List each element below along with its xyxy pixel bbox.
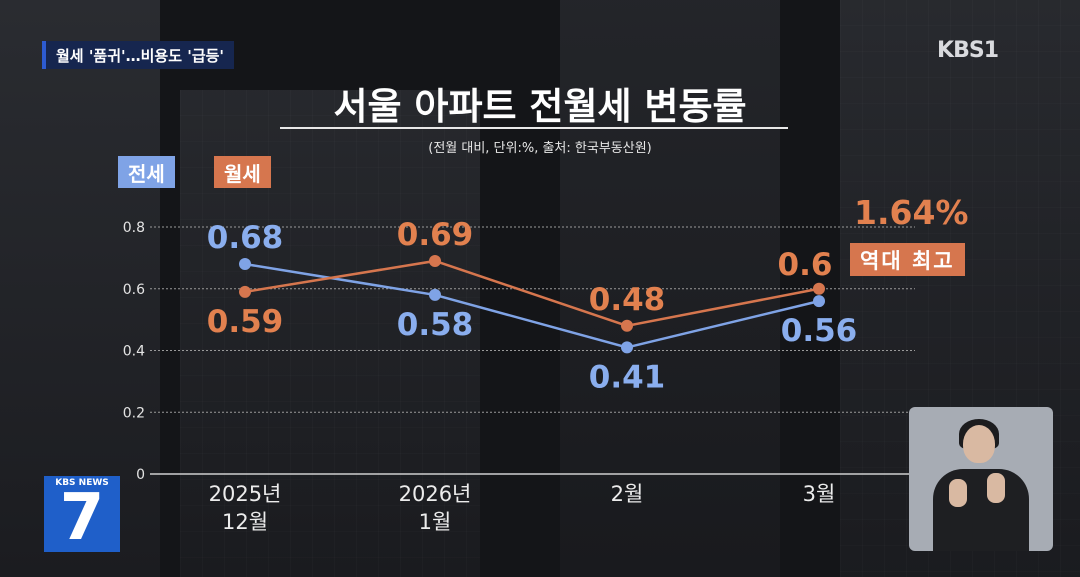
data-label-wolse: 0.48 bbox=[589, 282, 666, 318]
data-point-jeonse bbox=[813, 295, 825, 308]
channel-number: 1 bbox=[983, 38, 999, 63]
x-tick-label: 3월 bbox=[803, 482, 836, 506]
y-tick-label: 0.8 bbox=[123, 220, 145, 236]
legend-jeonse: 전세 bbox=[118, 156, 175, 188]
x-tick-label: 1월 bbox=[419, 510, 452, 534]
data-point-wolse bbox=[239, 285, 251, 298]
x-tick-label: 2025년 bbox=[209, 482, 282, 506]
y-tick-label: 0.6 bbox=[123, 282, 145, 298]
news-headline: 월세 '품귀'…비용도 '급등' bbox=[56, 46, 225, 65]
data-point-jeonse bbox=[239, 258, 251, 271]
news-logo-number: 7 bbox=[59, 481, 105, 555]
data-point-wolse bbox=[813, 282, 825, 295]
sign-language-interpreter bbox=[909, 407, 1053, 551]
data-point-jeonse bbox=[621, 341, 633, 354]
x-tick-label: 2월 bbox=[611, 482, 644, 506]
data-point-wolse bbox=[429, 254, 441, 267]
chart-title: 서울 아파트 전월세 변동률 bbox=[333, 85, 747, 128]
x-tick-label: 2026년 bbox=[399, 482, 472, 506]
news-logo-label: KBS NEWS bbox=[55, 478, 109, 488]
data-label-jeonse: 0.41 bbox=[589, 359, 666, 395]
kbs-news-7-logo: KBS NEWS 7 bbox=[44, 476, 120, 555]
title-underline bbox=[280, 127, 788, 129]
data-label-wolse: 0.69 bbox=[397, 217, 474, 253]
data-label-wolse: 0.59 bbox=[207, 304, 284, 340]
y-tick-label: 0.4 bbox=[123, 344, 145, 360]
interpreter-hand-right bbox=[987, 473, 1005, 503]
data-label-jeonse: 0.58 bbox=[397, 307, 474, 343]
interpreter-face bbox=[963, 425, 995, 463]
channel-name: KBS bbox=[937, 38, 985, 63]
data-label-jeonse: 0.56 bbox=[781, 313, 858, 349]
data-point-jeonse bbox=[429, 288, 441, 301]
news-headline-box: 월세 '품귀'…비용도 '급등' bbox=[42, 41, 235, 69]
y-tick-label: 0 bbox=[136, 467, 145, 483]
data-point-wolse bbox=[621, 319, 633, 332]
data-label-jeonse: 0.68 bbox=[207, 220, 284, 256]
interpreter-hand-left bbox=[949, 479, 967, 507]
y-tick-label: 0.2 bbox=[123, 405, 145, 421]
series-line-jeonse bbox=[244, 262, 820, 349]
record-high-value: 1.64% bbox=[854, 193, 969, 232]
record-high-badge: 역대 최고 bbox=[850, 243, 965, 276]
data-label-wolse: 0.6 bbox=[778, 247, 833, 283]
chart-subtitle: (전월 대비, 단위:%, 출처: 한국부동산원) bbox=[428, 141, 652, 156]
x-tick-label: 12월 bbox=[222, 510, 268, 534]
interpreter-body bbox=[933, 469, 1029, 551]
kbs-channel-logo: KBS1 bbox=[937, 38, 999, 63]
series-line-wolse bbox=[244, 259, 820, 328]
legend-wolse: 월세 bbox=[214, 156, 271, 188]
